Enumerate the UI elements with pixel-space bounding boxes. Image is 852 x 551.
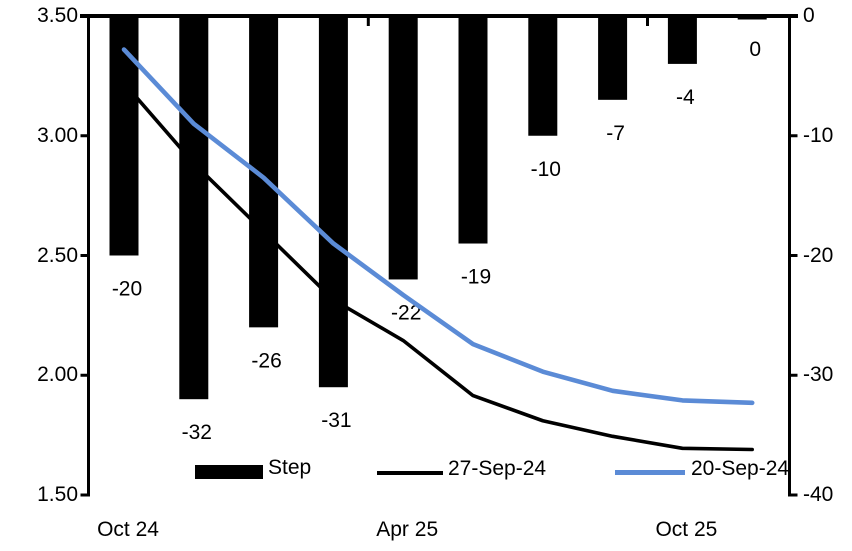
bar-step-4 (388, 16, 418, 280)
left-axis-tick-label: 3.50 (37, 4, 78, 27)
right-axis-tick-label: -40 (803, 483, 834, 506)
x-axis-tick-label: Oct 25 (655, 518, 718, 541)
bar-data-label-5: -19 (461, 266, 491, 289)
legend-swatch-27-sep-24 (377, 471, 443, 475)
left-axis-tick-label: 2.50 (37, 243, 78, 267)
bar-step-3 (318, 16, 348, 388)
right-axis-tick-label: 0 (803, 4, 815, 27)
bar-step-7 (598, 16, 628, 100)
x-axis-tick-label: Apr 25 (376, 518, 439, 541)
bar-data-label-7: -7 (606, 122, 625, 145)
bar-step-5 (458, 16, 488, 244)
right-axis-tick-label: -30 (803, 363, 834, 387)
bar-step-1 (179, 16, 209, 400)
right-axis-tick-label: -10 (803, 123, 834, 147)
bar-data-label-3: -31 (321, 409, 351, 432)
bar-data-label-8: -4 (676, 86, 695, 109)
left-axis-tick-label: 1.50 (37, 483, 78, 506)
legend-swatch-20-sep-24 (615, 470, 685, 475)
bar-step-8 (667, 16, 697, 64)
bar-data-label-4: -22 (391, 301, 421, 324)
line-27-sep-24 (122, 81, 755, 452)
right-axis-tick-label: -20 (803, 243, 834, 267)
bar-step-0 (109, 16, 139, 256)
legend-label-27-sep-24: 27-Sep-24 (448, 457, 547, 480)
bar-data-label-1: -32 (182, 421, 212, 444)
line-20-sep-24 (121, 47, 755, 406)
legend-swatch-step (195, 465, 263, 479)
left-axis-tick-label: 3.00 (37, 123, 78, 147)
bar-data-label-9: 0 (749, 38, 761, 61)
x-axis-tick-label: Oct 24 (97, 518, 159, 541)
bar-step-6 (528, 16, 558, 136)
left-axis-tick-label: 2.00 (37, 363, 78, 387)
legend-label-20-sep-24: 20-Sep-24 (691, 457, 790, 480)
legend-label-step: Step (268, 456, 312, 479)
bar-data-label-6: -10 (531, 158, 561, 181)
bar-step-9 (737, 16, 767, 20)
bar-data-label-2: -26 (251, 349, 281, 372)
bar-data-label-0: -20 (112, 278, 142, 301)
